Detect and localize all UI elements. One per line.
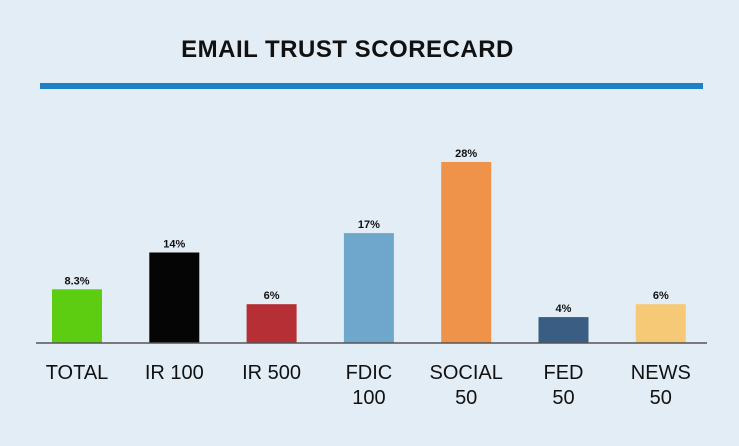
category-label-line: 50 xyxy=(455,387,477,409)
category-label-total: TOTAL xyxy=(46,362,109,384)
value-label-fed-50: 4% xyxy=(556,303,572,315)
value-label-ir-500: 6% xyxy=(264,290,280,302)
category-label-ir-100: IR 100 xyxy=(145,362,204,384)
bar-social-50 xyxy=(441,162,492,343)
bar-ir-500 xyxy=(246,304,297,343)
category-label-ir-500: IR 500 xyxy=(242,362,301,384)
bar-fed-50 xyxy=(538,317,589,343)
category-label-line: FED xyxy=(544,362,584,384)
value-label-fdic-100: 17% xyxy=(358,219,380,231)
bar-news-50 xyxy=(635,304,686,343)
category-label-line: TOTAL xyxy=(46,362,109,384)
category-label-news-50: NEWS 50 xyxy=(631,362,691,409)
category-label-line: 50 xyxy=(650,387,672,409)
category-label-line: IR 500 xyxy=(242,362,301,384)
category-label-social-50: SOCIAL 50 xyxy=(430,362,503,409)
bar-ir-100 xyxy=(149,252,200,343)
category-label-line: IR 100 xyxy=(145,362,204,384)
bars-group xyxy=(52,162,686,343)
bar-total xyxy=(52,289,102,343)
bar-fdic-100 xyxy=(343,233,394,343)
value-labels-group: 8.3% 14% 6% 17% 28% 4% 6% xyxy=(64,148,669,315)
chart-title: EMAIL TRUST SCORECARD xyxy=(181,36,514,63)
category-label-line: SOCIAL xyxy=(430,362,503,384)
title-underline xyxy=(40,83,703,89)
category-label-line: NEWS xyxy=(631,362,691,384)
category-label-line: 50 xyxy=(552,387,574,409)
value-label-news-50: 6% xyxy=(653,290,669,302)
category-label-fed-50: FED 50 xyxy=(544,362,584,409)
value-label-social-50: 28% xyxy=(455,148,477,160)
category-label-fdic-100: FDIC 100 xyxy=(346,362,393,409)
value-label-total: 8.3% xyxy=(64,275,89,287)
category-label-line: 100 xyxy=(352,387,385,409)
category-label-line: FDIC xyxy=(346,362,393,384)
value-label-ir-100: 14% xyxy=(163,239,185,251)
